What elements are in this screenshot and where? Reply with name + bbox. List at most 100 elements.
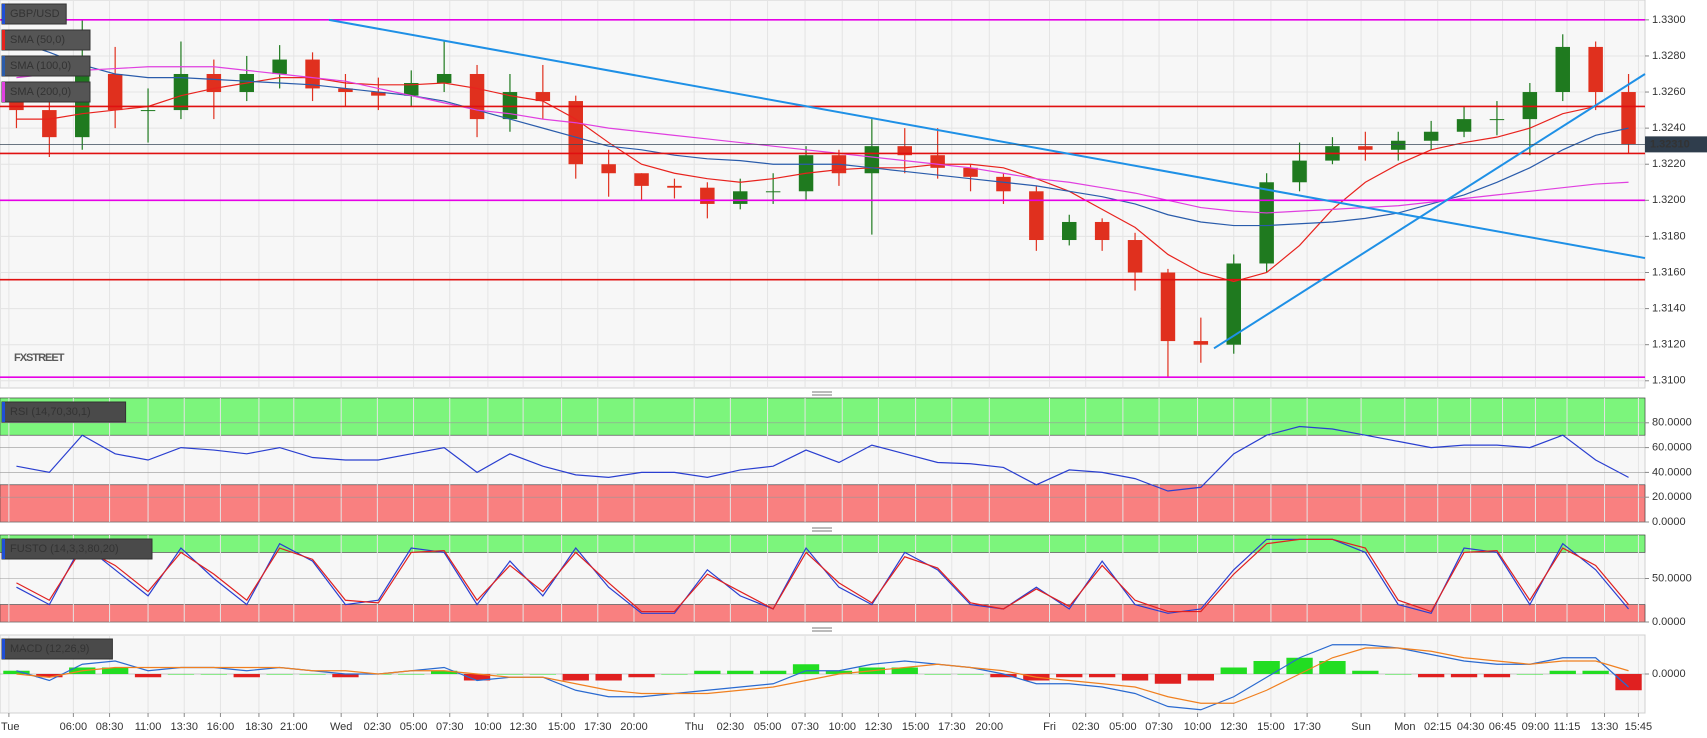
y-tick-label: 1.3260	[1652, 86, 1686, 98]
y-tick-label: 1.3120	[1652, 339, 1686, 351]
series-line	[16, 647, 1629, 704]
x-tick-label: 17:30	[1293, 721, 1321, 733]
legend-swatch	[2, 30, 5, 50]
x-tick-label: 21:00	[280, 721, 308, 733]
series-line	[16, 538, 1630, 613]
y-tick-label: 0.0000	[1652, 616, 1686, 628]
histogram-bar	[1417, 674, 1445, 678]
histogram-bar	[924, 674, 951, 675]
histogram-bar	[957, 674, 984, 675]
candle-body	[9, 101, 24, 111]
x-tick-label: 12:30	[865, 721, 893, 733]
level-band	[0, 397, 1646, 436]
histogram-bar	[825, 670, 853, 674]
histogram-bar	[1516, 674, 1544, 675]
y-tick-label: 0.0000	[1652, 668, 1686, 680]
candle-body	[42, 110, 57, 138]
x-tick-label: 02:30	[364, 721, 392, 733]
y-tick-label: 1.3180	[1652, 230, 1686, 242]
y-tick-label: 50.0000	[1652, 572, 1692, 584]
histogram-bar	[1319, 661, 1346, 674]
histogram-bar	[759, 670, 787, 674]
candle-body	[1358, 146, 1373, 150]
series-line	[16, 425, 1629, 492]
last-price-label: 1.32310	[1650, 138, 1690, 150]
x-tick-label: 15:45	[1625, 721, 1653, 733]
y-tick-label: 1.3240	[1652, 122, 1686, 134]
y-tick-label: 60.0000	[1652, 442, 1692, 454]
histogram-bar	[727, 670, 754, 674]
histogram-bar	[1385, 674, 1412, 675]
x-tick-label: 17:30	[938, 721, 966, 733]
x-tick-label: 07:30	[791, 721, 819, 733]
candle-body	[535, 92, 551, 102]
candle-body	[634, 173, 649, 186]
y-tick-label: 1.3220	[1652, 158, 1686, 170]
x-tick-label: 20:00	[620, 721, 648, 733]
histogram-bar	[1582, 670, 1609, 674]
trend-line	[328, 18, 1646, 260]
candle-body	[404, 83, 419, 96]
x-tick-label: 10:00	[1184, 721, 1212, 733]
x-tick-label: Wed	[330, 721, 352, 733]
candle-body	[469, 73, 485, 120]
legend-label: SMA (100,0)	[10, 60, 71, 72]
y-tick-label: 1.3160	[1652, 266, 1686, 278]
x-tick-label: 18:30	[245, 721, 273, 733]
x-tick-label: 10:00	[474, 721, 502, 733]
y-tick-label: 1.3200	[1652, 194, 1686, 206]
candle-body	[733, 191, 748, 204]
x-tick-label: 12:30	[1220, 721, 1248, 733]
x-tick-label: 05:00	[400, 721, 428, 733]
x-tick-label: 06:00	[60, 721, 88, 733]
x-tick-label: 05:00	[754, 721, 782, 733]
panel-title: RSI (14,70,30,1)	[10, 406, 91, 418]
candle-body	[963, 167, 978, 177]
x-tick-label: Sun	[1351, 721, 1371, 733]
x-tick-label: 04:30	[1457, 721, 1485, 733]
series-line	[16, 66, 1629, 214]
x-tick-label: 11:15	[1554, 721, 1581, 733]
x-tick-label: 07:30	[1145, 721, 1173, 733]
histogram-bar	[1056, 674, 1083, 678]
histogram-bar	[792, 664, 820, 674]
panel-title: MACD (12,26,9)	[10, 643, 89, 655]
panel-title: FUSTO (14,3,3,80,20)	[10, 543, 119, 555]
candle-body	[930, 155, 945, 168]
y-tick-label: 80.0000	[1652, 417, 1692, 429]
candle-body	[667, 185, 682, 188]
x-tick-label: 12:30	[509, 721, 537, 733]
x-tick-label: Mon	[1394, 721, 1415, 733]
histogram-bar	[562, 674, 589, 681]
candle-body	[1555, 46, 1570, 93]
candle-body	[1029, 191, 1044, 241]
candle-body	[1193, 341, 1209, 345]
x-tick-label: 06:45	[1489, 721, 1517, 733]
x-tick-label: Tue	[1, 721, 20, 733]
level-band	[0, 534, 1646, 553]
histogram-bar	[661, 674, 688, 675]
candle-body	[1522, 92, 1538, 120]
x-tick-label: Thu	[685, 721, 704, 733]
histogram-bar	[134, 674, 162, 678]
candle-body	[996, 176, 1011, 192]
candle-body	[338, 88, 353, 93]
legend-label: SMA (50,0)	[10, 34, 65, 46]
x-tick-label: 10:00	[828, 721, 856, 733]
histogram-bar	[430, 670, 458, 674]
trend-line	[1213, 73, 1646, 350]
x-tick-label: 17:30	[584, 721, 612, 733]
x-tick-label: Fri	[1043, 721, 1056, 733]
histogram-bar	[398, 674, 425, 675]
histogram-bar	[628, 674, 655, 678]
histogram-bar	[101, 667, 129, 674]
candle-body	[1621, 92, 1636, 145]
x-tick-label: 08:30	[96, 721, 124, 733]
histogram-bar	[1088, 674, 1116, 678]
legend-label: SMA (200,0)	[10, 86, 71, 98]
candle-body	[1391, 140, 1406, 150]
x-tick-label: 20:00	[976, 721, 1004, 733]
candle-body	[1489, 119, 1505, 121]
y-tick-label: 1.3100	[1652, 375, 1686, 387]
